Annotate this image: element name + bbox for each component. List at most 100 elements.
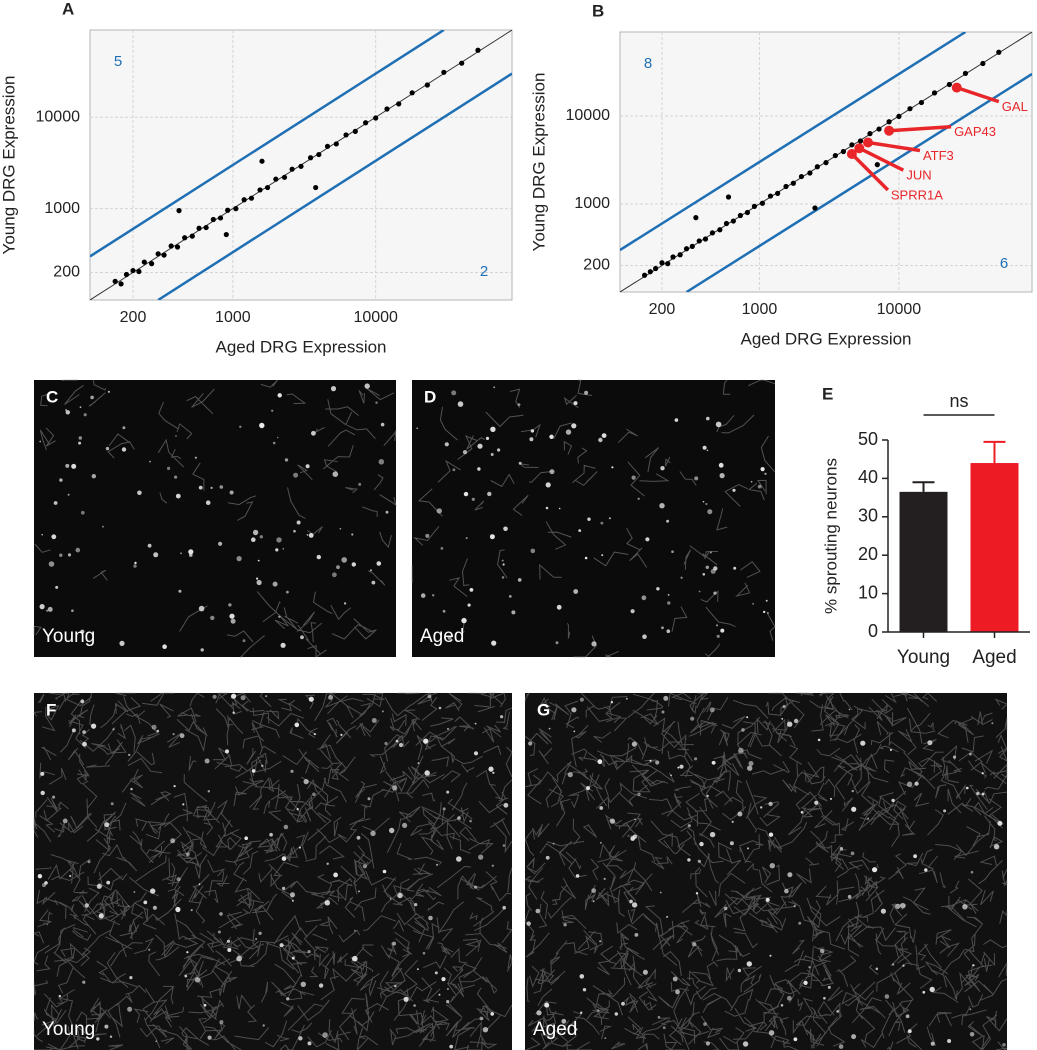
cell-dot (836, 1010, 839, 1013)
cell-dot (474, 885, 477, 889)
cell-dot (467, 603, 471, 607)
cell-dot (65, 410, 71, 415)
cell-dot (584, 390, 589, 395)
cell-dot (603, 877, 606, 881)
cell-dot (41, 533, 43, 536)
cell-dot (434, 971, 438, 975)
cell-dot (723, 906, 728, 911)
micrograph-background (412, 380, 775, 657)
data-point (767, 193, 774, 199)
cell-dot (600, 521, 604, 525)
data-point (441, 69, 447, 75)
cell-dot (382, 869, 387, 874)
cell-dot (203, 1003, 207, 1007)
cell-dot (784, 888, 789, 894)
cell-dot (330, 386, 337, 392)
cell-dot (907, 1029, 912, 1034)
cell-dot (517, 578, 522, 582)
cell-dot (707, 509, 713, 515)
cell-dot (150, 888, 156, 894)
data-point (931, 90, 938, 96)
data-point (857, 138, 864, 144)
cell-dot (40, 771, 45, 776)
cell-dot (271, 409, 274, 412)
cell-dot (913, 854, 917, 859)
data-point (730, 218, 736, 224)
data-point (867, 131, 873, 137)
cell-dot (286, 997, 290, 1001)
cell-dot (549, 434, 554, 439)
cell-dot (133, 564, 137, 568)
cell-dot (969, 752, 972, 756)
cell-dot (104, 822, 110, 828)
cell-dot (769, 863, 775, 869)
cell-dot (655, 760, 660, 765)
quadrant-count: 5 (114, 53, 122, 70)
cell-dot (351, 562, 356, 567)
data-point (281, 174, 288, 180)
cell-dot (839, 847, 844, 851)
cell-dot (462, 450, 468, 455)
cell-dot (526, 921, 531, 926)
data-point (751, 203, 758, 209)
cell-dot (307, 950, 311, 954)
cell-dot (880, 908, 887, 914)
cell-dot (306, 534, 309, 536)
cell-dot (584, 556, 588, 560)
cell-dot (867, 817, 869, 820)
cell-dot (425, 533, 430, 538)
cell-dot (598, 437, 603, 443)
gene-label: GAP43 (954, 124, 996, 139)
data-point (823, 160, 829, 166)
cell-dot (148, 948, 151, 951)
cell-dot (711, 760, 716, 765)
cell-dot (850, 851, 855, 856)
cell-dot (672, 976, 678, 982)
cell-dot (671, 550, 674, 553)
cell-dot (479, 1016, 484, 1021)
data-point (289, 166, 295, 172)
data-point (307, 155, 314, 161)
gene-leader (867, 140, 921, 153)
cell-dot (376, 561, 382, 566)
cell-dot (502, 563, 505, 566)
y-axis-label: Young DRG Expression (529, 73, 548, 252)
cell-dot (997, 820, 1003, 826)
cell-dot (787, 872, 793, 878)
y-tick-label: 10000 (36, 108, 81, 125)
cell-dot (991, 722, 994, 725)
cell-dot (428, 915, 433, 921)
y-tick-label: 10000 (566, 107, 611, 124)
data-point (886, 119, 892, 125)
cell-dot (217, 930, 221, 934)
cell-dot (889, 748, 893, 752)
cell-dot (732, 488, 736, 492)
cell-dot (226, 939, 231, 943)
cell-dot (808, 966, 811, 969)
cell-dot (167, 466, 171, 470)
data-point (723, 220, 730, 227)
data-point (130, 267, 136, 274)
cell-dot (179, 733, 185, 739)
data-point (840, 148, 847, 155)
cell-dot (55, 585, 59, 589)
cell-dot (747, 847, 749, 850)
cell-dot (180, 552, 182, 555)
cell-dot (679, 764, 684, 769)
data-point (373, 115, 379, 121)
cell-dot (872, 867, 878, 873)
cell-dot (240, 695, 246, 701)
data-point (257, 187, 263, 193)
cell-dot (485, 436, 490, 440)
cell-dot (536, 1010, 542, 1016)
cell-dot (230, 618, 236, 624)
cell-dot (219, 485, 224, 489)
cell-dot (174, 475, 178, 479)
cell-dot (121, 447, 127, 452)
cell-dot (232, 711, 235, 714)
panel-letter: A (62, 0, 74, 18)
cell-dot (265, 695, 268, 698)
cell-dot (930, 1041, 935, 1046)
cell-dot (670, 774, 672, 777)
